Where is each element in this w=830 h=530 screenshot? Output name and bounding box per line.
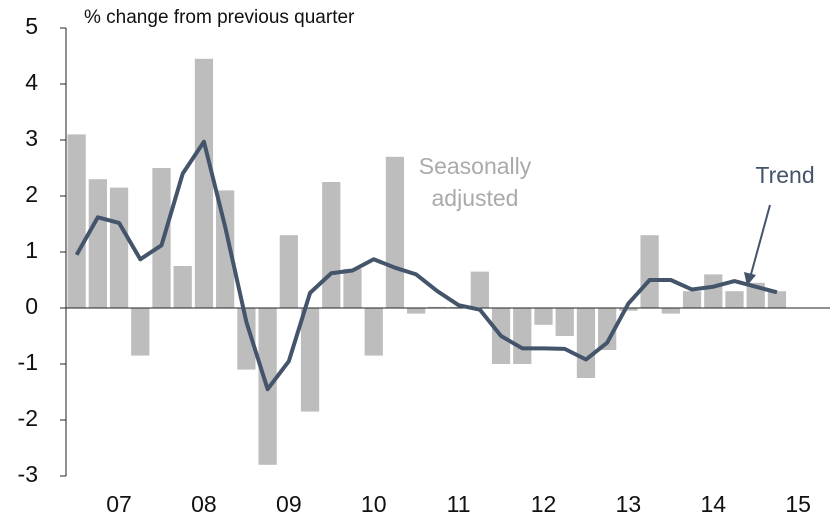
- bar: [704, 274, 723, 308]
- y-tick-label: -1: [18, 349, 38, 375]
- bar: [640, 235, 659, 308]
- bar: [152, 168, 171, 308]
- y-tick-label: -3: [18, 461, 38, 487]
- x-tick-label: 13: [616, 491, 642, 517]
- y-tick-label: 3: [25, 125, 38, 151]
- x-tick-label: 15: [785, 491, 811, 517]
- y-tick-label: 2: [25, 181, 38, 207]
- bar: [407, 308, 426, 314]
- x-tick-label: 09: [276, 491, 302, 517]
- bar: [216, 190, 235, 308]
- bar: [364, 308, 383, 356]
- series-label: Seasonally adjusted: [418, 153, 532, 211]
- bar: [682, 291, 702, 308]
- bar: [470, 271, 489, 308]
- y-tick-label: 1: [25, 237, 38, 263]
- series-label: Trend: [755, 162, 815, 188]
- bar: [109, 187, 129, 308]
- bar: [619, 308, 638, 311]
- bar: [555, 308, 574, 336]
- y-tick-label: -2: [18, 405, 38, 431]
- bar: [300, 308, 320, 412]
- bar: [194, 58, 214, 308]
- bar: [67, 134, 86, 308]
- bar: [767, 291, 787, 308]
- trend-line: [74, 139, 778, 392]
- x-tick-label: 10: [361, 491, 387, 517]
- x-tick-label: 11: [447, 491, 471, 517]
- bar: [576, 308, 596, 378]
- y-tick-label: 4: [25, 69, 38, 95]
- bar: [428, 306, 447, 308]
- bar: [322, 182, 341, 308]
- bar: [725, 291, 744, 308]
- bar: [598, 308, 617, 350]
- bar: [449, 306, 468, 308]
- x-tick-label: 08: [191, 491, 217, 517]
- x-tick-label: 07: [106, 491, 132, 517]
- y-tick-label: 5: [25, 13, 38, 39]
- bar: [131, 308, 150, 356]
- bar: [343, 268, 362, 308]
- x-tick-label: 12: [531, 491, 557, 517]
- bar: [661, 308, 680, 314]
- bar: [279, 235, 298, 308]
- bar: [237, 308, 256, 370]
- bar: [173, 266, 192, 308]
- bar: [534, 308, 553, 325]
- chart-subtitle: % change from previous quarter: [84, 7, 355, 28]
- y-tick-label: 0: [25, 293, 38, 319]
- x-tick-label: 14: [700, 491, 726, 517]
- annotation-arrow: [749, 204, 771, 279]
- bar: [513, 308, 532, 364]
- bar: [88, 179, 107, 308]
